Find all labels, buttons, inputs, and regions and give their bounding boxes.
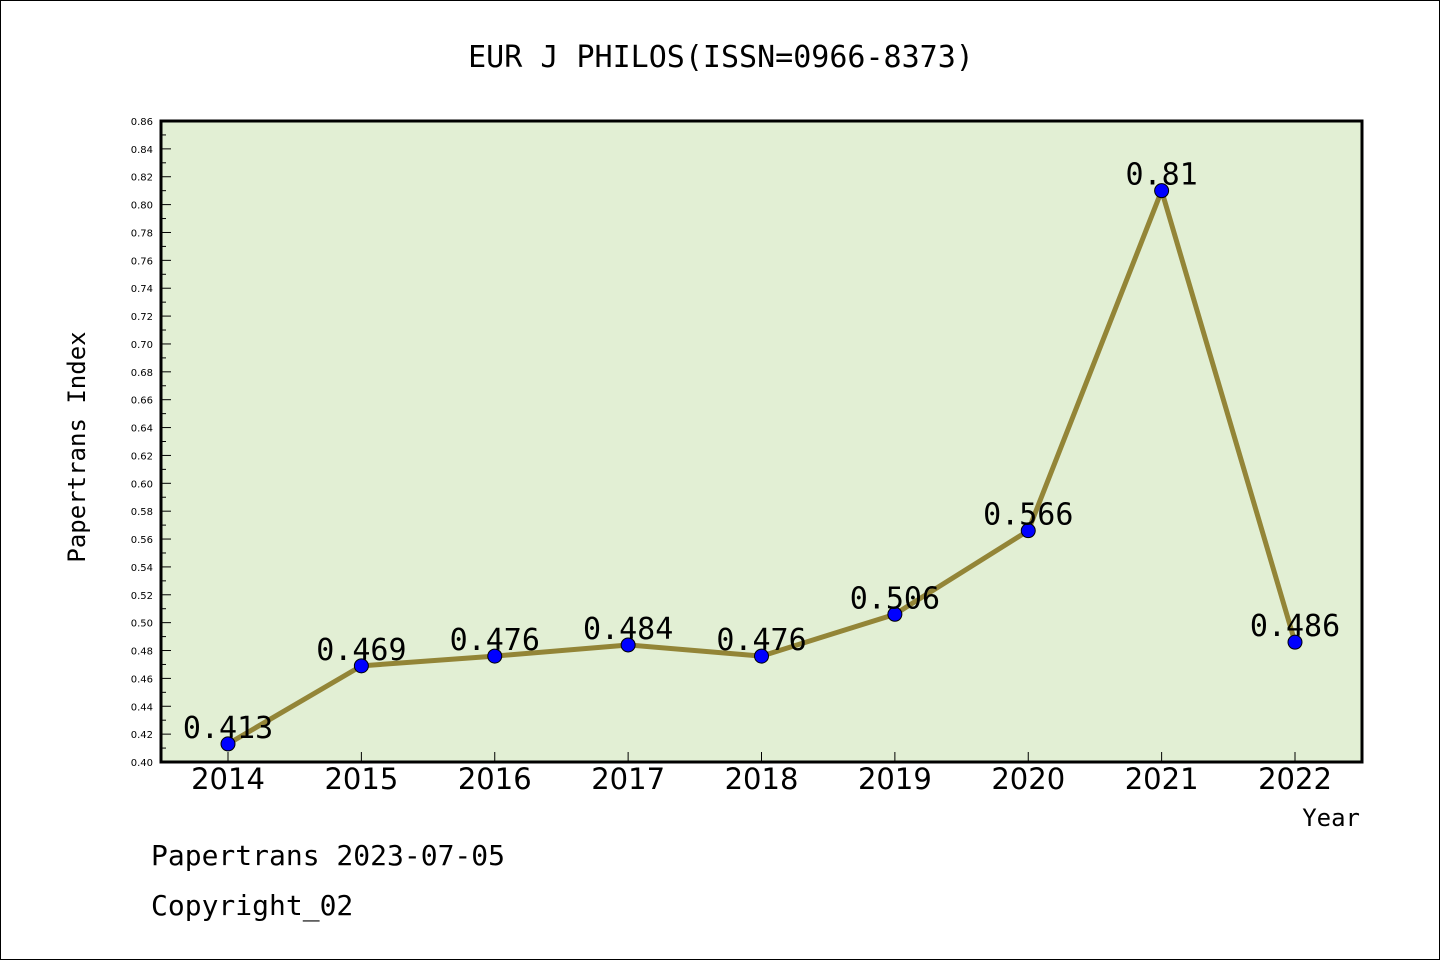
- x-tick-label: 2018: [725, 762, 799, 796]
- x-tick-label: 2015: [324, 762, 398, 796]
- x-tick-label: 2021: [1125, 762, 1199, 796]
- x-axis: 2014 2015 2016 2017 2018 2019 2020 2021 2022: [191, 752, 1332, 796]
- y-tick-label: 0.44: [131, 702, 153, 713]
- x-axis-label: Year: [1302, 804, 1360, 832]
- y-tick-label: 0.76: [131, 256, 153, 267]
- y-tick-label: 0.46: [131, 674, 153, 685]
- x-tick-label: 2022: [1258, 762, 1332, 796]
- x-tick-label: 2019: [858, 762, 932, 796]
- data-point: [353, 658, 369, 674]
- data-point: [754, 648, 769, 664]
- y-tick-label: 0.80: [131, 201, 153, 212]
- data-point: [1020, 523, 1036, 539]
- y-tick-label: 0.60: [131, 479, 153, 490]
- y-axis: 0.40 0.42 0.44 0.46 0.48 0.50 0.52 0.54 0.56 0.58…: [131, 117, 171, 769]
- x-tick-label: 2017: [591, 762, 665, 796]
- data-label: 0.484: [583, 612, 673, 647]
- x-tick-label: 2014: [191, 762, 265, 796]
- y-tick-label: 0.82: [131, 173, 153, 184]
- y-tick-label: 0.40: [131, 758, 153, 769]
- x-tick-label: 2020: [991, 762, 1065, 796]
- y-tick-label: 0.50: [131, 619, 153, 630]
- y-tick-label: 0.70: [131, 340, 153, 351]
- x-tick-label: 2016: [458, 762, 532, 796]
- data-label: 0.486: [1250, 609, 1340, 644]
- data-label: 0.566: [983, 498, 1073, 533]
- footer-date: Papertrans 2023-07-05: [151, 839, 505, 872]
- y-tick-label: 0.74: [131, 284, 153, 295]
- y-tick-label: 0.42: [131, 730, 153, 741]
- y-tick-label: 0.54: [131, 563, 153, 574]
- data-point: [487, 648, 503, 664]
- series-line: [220, 183, 1303, 752]
- y-tick-label: 0.64: [131, 424, 153, 435]
- y-tick-label: 0.62: [131, 451, 153, 462]
- data-label: 0.413: [183, 711, 273, 746]
- data-point: [887, 606, 903, 622]
- data-point: [220, 736, 236, 752]
- data-label: 0.469: [316, 633, 406, 668]
- y-tick-label: 0.48: [131, 647, 153, 658]
- y-tick-label: 0.68: [131, 368, 153, 379]
- y-tick-label: 0.78: [131, 228, 153, 239]
- chart-title: EUR J PHILOS(ISSN=0966-8373): [468, 40, 974, 75]
- data-label: 0.506: [850, 581, 940, 616]
- footer-copyright: Copyright_02: [151, 889, 353, 923]
- data-label: 0.81: [1126, 158, 1198, 193]
- y-tick-label: 0.52: [131, 591, 153, 602]
- data-point: [620, 637, 636, 653]
- data-label: 0.476: [716, 623, 806, 658]
- y-axis-label: Papertrans Index: [63, 331, 91, 562]
- y-tick-label: 0.72: [131, 312, 153, 323]
- data-point: [1154, 183, 1170, 199]
- data-point: [1287, 634, 1303, 650]
- y-tick-label: 0.86: [131, 117, 153, 128]
- y-tick-label: 0.56: [131, 535, 153, 546]
- data-label: 0.476: [450, 623, 540, 658]
- y-tick-label: 0.58: [131, 507, 153, 518]
- data-labels: 0.413 0.469 0.476 0.484 0.476 0.506 0.566 0.81 0…: [183, 158, 1340, 746]
- y-tick-label: 0.66: [131, 396, 153, 407]
- y-tick-label: 0.84: [131, 145, 153, 156]
